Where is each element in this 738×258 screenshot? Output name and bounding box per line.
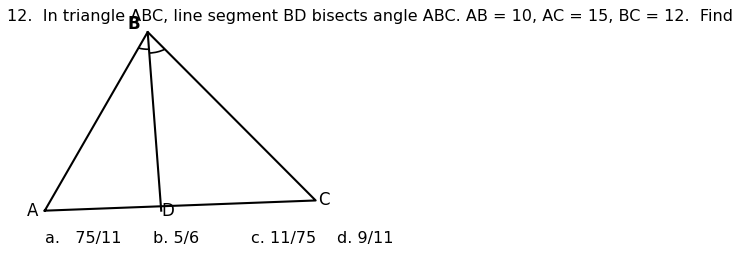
Text: A: A bbox=[27, 202, 38, 220]
Text: D: D bbox=[162, 202, 174, 220]
Text: d. 9/11: d. 9/11 bbox=[337, 231, 394, 246]
Text: c. 11/75: c. 11/75 bbox=[251, 231, 316, 246]
Text: C: C bbox=[318, 191, 330, 209]
Text: b. 5/6: b. 5/6 bbox=[153, 231, 199, 246]
Text: 12.  In triangle ABC, line segment BD bisects angle ABC. AB = 10, AC = 15, BC = : 12. In triangle ABC, line segment BD bis… bbox=[7, 9, 738, 24]
Text: a.   75/11: a. 75/11 bbox=[45, 231, 121, 246]
Text: B: B bbox=[128, 15, 140, 33]
